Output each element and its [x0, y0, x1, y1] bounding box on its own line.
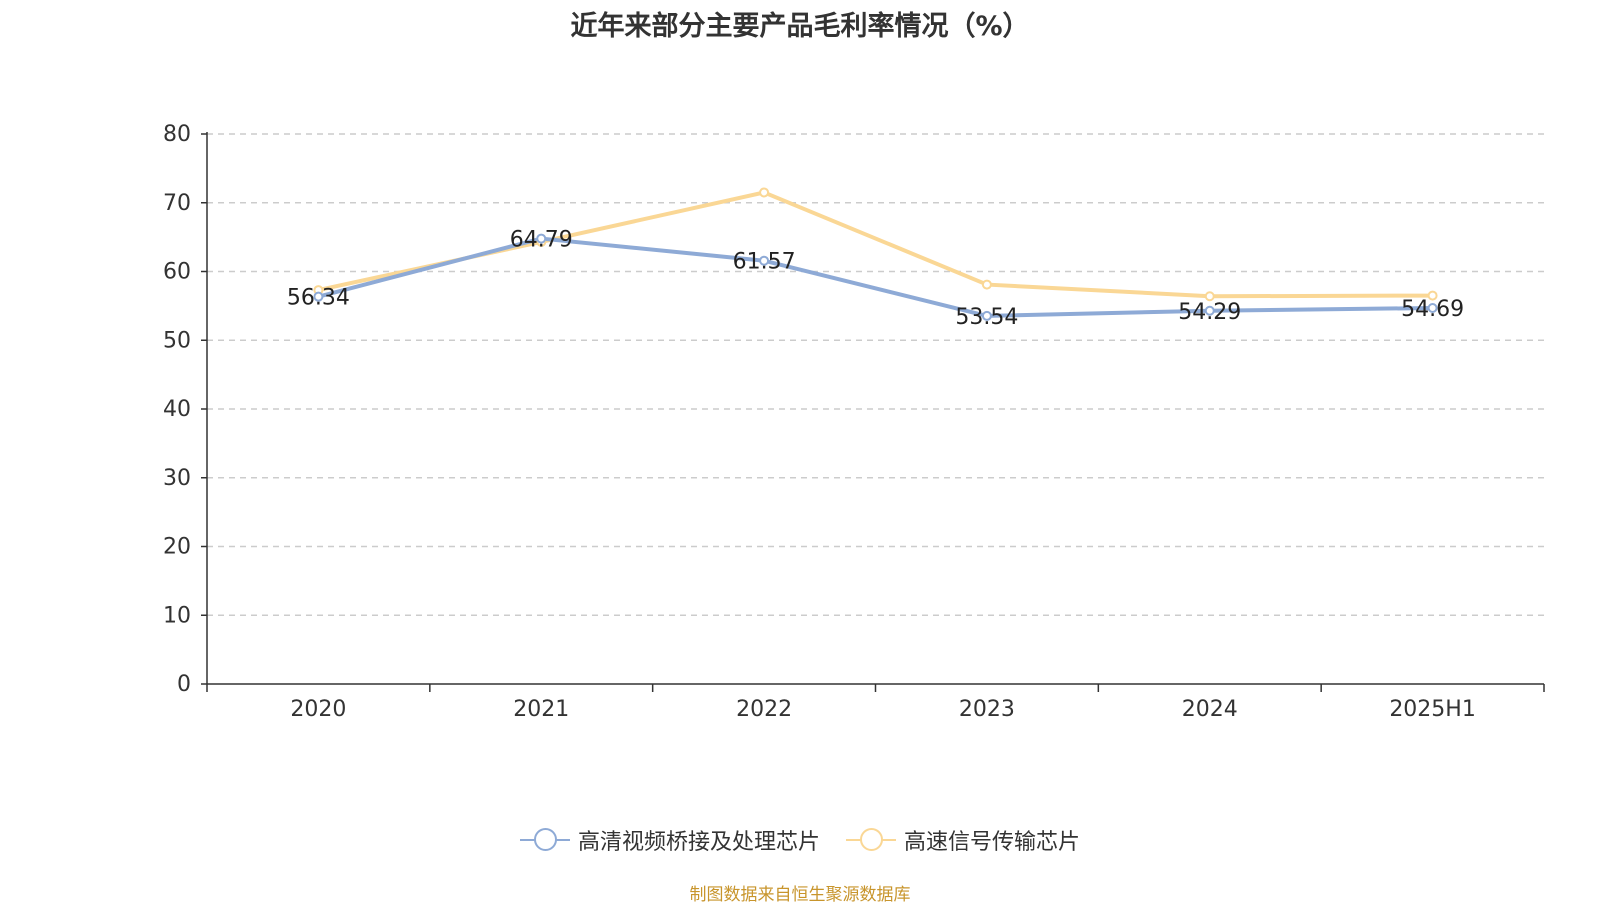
- series-1-data-label-2022: 61.57: [733, 250, 796, 275]
- legend: 高清视频桥接及处理芯片 高速信号传输芯片: [0, 824, 1600, 856]
- series-1-data-label-2024: 54.29: [1178, 300, 1241, 325]
- x-tick-label-2021: 2021: [513, 697, 569, 722]
- series-1-data-label-2023: 53.54: [955, 305, 1018, 330]
- series-1-point-2025H1: [1427, 303, 1438, 314]
- x-tick-label-2024: 2024: [1182, 697, 1238, 722]
- series-1-data-label-2021: 64.79: [510, 228, 573, 253]
- x-tick-label-2025H1: 2025H1: [1389, 697, 1476, 722]
- y-tick-label-70: 70: [163, 191, 191, 216]
- y-tick-label-60: 60: [163, 260, 191, 285]
- series-1-data-label-2025H1: 54.69: [1401, 297, 1464, 322]
- legend-marker-series-2: [846, 828, 896, 852]
- series-2-point-2024: [1204, 291, 1215, 302]
- series-line-2: [316, 190, 1435, 299]
- series-line-1: [316, 236, 1435, 318]
- y-tick-label-50: 50: [163, 328, 191, 353]
- x-tick-label-2020: 2020: [290, 697, 346, 722]
- series-1-point-2021: [536, 233, 547, 244]
- legend-item-series-1[interactable]: 高清视频桥接及处理芯片: [519, 824, 820, 856]
- series-1-data-label-2020: 56.34: [287, 286, 350, 311]
- series-1-point-2023: [981, 310, 992, 321]
- y-tick-label-80: 80: [163, 122, 191, 147]
- y-tick-label-0: 0: [177, 672, 191, 697]
- series-2-point-2022: [759, 187, 770, 198]
- series-2-point-2025H1: [1427, 290, 1438, 301]
- legend-label-series-1: 高清视频桥接及处理芯片: [577, 830, 820, 855]
- y-tick-label-20: 20: [163, 535, 191, 560]
- series-1-point-2020: [313, 291, 324, 302]
- x-tick-label-2022: 2022: [736, 697, 792, 722]
- y-tick-label-30: 30: [163, 466, 191, 491]
- y-tick-label-40: 40: [163, 397, 191, 422]
- legend-item-series-2[interactable]: 高速信号传输芯片: [846, 824, 1080, 856]
- source-note: 制图数据来自恒生聚源数据库: [689, 885, 911, 905]
- chart-title: 近年来部分主要产品毛利率情况（%）: [570, 11, 1030, 42]
- series-1-point-2024: [1204, 305, 1215, 316]
- x-tick-label-2023: 2023: [959, 697, 1015, 722]
- legend-marker-series-1: [519, 828, 570, 852]
- y-tick-label-10: 10: [163, 603, 191, 628]
- legend-label-series-2: 高速信号传输芯片: [904, 830, 1081, 855]
- series-2-point-2023: [981, 279, 992, 290]
- series-1-point-2022: [759, 255, 770, 266]
